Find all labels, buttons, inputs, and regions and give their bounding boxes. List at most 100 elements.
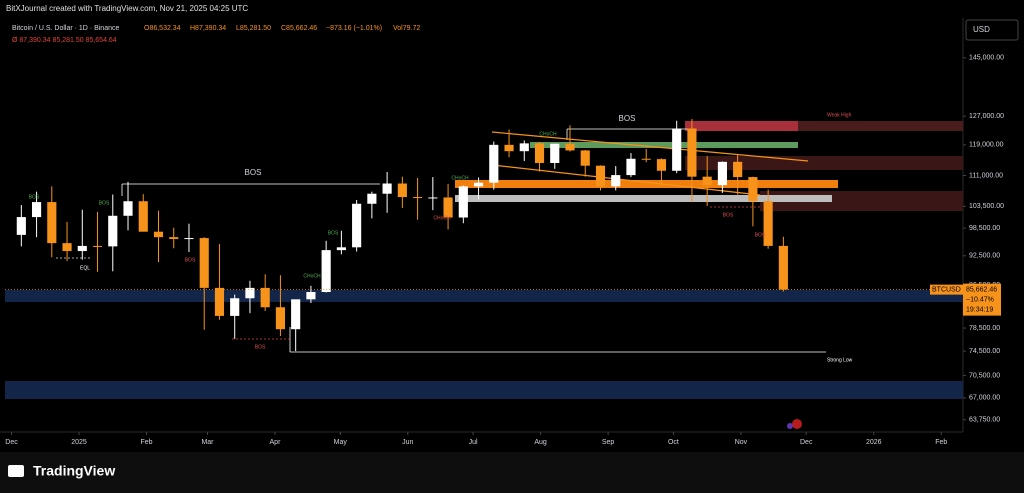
channel-line [491, 164, 761, 196]
candle-body [260, 287, 270, 308]
zones [5, 121, 963, 399]
candle-body [595, 165, 606, 187]
zone [530, 142, 798, 148]
y-tick-label: 74,500.00 [969, 348, 1000, 355]
candle-body [47, 202, 57, 244]
candle-body [199, 238, 209, 288]
footer-bar [0, 452, 1024, 493]
channel-line [491, 131, 809, 162]
brand: TradingView [33, 463, 115, 479]
annotation: BOS [328, 230, 339, 236]
candle-body [611, 175, 621, 187]
candle-body [138, 201, 148, 232]
symbol: Bitcoin / U.S. Dollar · 1D · Binance [12, 25, 119, 32]
y-tick-label: 103,500.00 [969, 203, 1004, 210]
y-tick-label: 98,500.00 [969, 225, 1000, 232]
event-icon[interactable] [787, 423, 793, 429]
x-tick-label: Sep [602, 439, 615, 446]
header: BitXJournal created with TradingView.com… [6, 4, 420, 44]
credit: BitXJournal created with TradingView.com… [6, 4, 248, 13]
candle-body [352, 203, 362, 248]
x-tick-label: Jul [469, 439, 478, 446]
candle-body [16, 217, 26, 235]
y-tick-label: 111,000.00 [969, 172, 1003, 179]
candle-body [214, 287, 225, 316]
annotation: BOS [723, 212, 734, 218]
candle-body [62, 243, 72, 252]
indicator: Ø 87,390.34 85,281.50 85,654.64 [12, 37, 117, 44]
price-countdown: 19:34:19 [966, 306, 993, 313]
annotation: BOS [619, 114, 636, 123]
y-tick-label: 78,500.00 [969, 325, 1000, 332]
annotation: CHoCH [433, 215, 451, 221]
candles [5, 118, 963, 352]
x-tick-label: Dec [800, 439, 813, 446]
candle-body [153, 231, 164, 238]
candle-body [473, 182, 484, 187]
candle-body [702, 176, 712, 186]
candle-body [321, 250, 331, 293]
price-box [963, 283, 1001, 316]
brand-logo [8, 465, 24, 477]
candle-body [717, 161, 727, 186]
candle-body [108, 215, 118, 247]
candle-body [123, 201, 133, 216]
y-tick-label: 92,500.00 [969, 253, 1000, 260]
candle-body [565, 143, 575, 151]
x-tick-label: Oct [668, 439, 679, 446]
candle-body [550, 143, 560, 163]
candle-body [733, 161, 743, 178]
candle-body [382, 183, 392, 194]
candle-body [504, 144, 514, 152]
candle-body [230, 298, 240, 316]
candle-body [443, 197, 453, 218]
y-tick-label: 67,000.00 [969, 395, 1000, 402]
annotation: CHoCH [539, 131, 557, 137]
price-name-box [930, 284, 963, 295]
candle-body [641, 158, 651, 160]
x-tick-label: Apr [270, 439, 282, 446]
ohlc: H87,390.34 [190, 25, 226, 32]
candle-body [413, 197, 423, 199]
annotations: BOS BOS Weak High Strong Low EQL CHoCH C… [29, 112, 853, 363]
ohlc: O86,532.34 [144, 25, 181, 32]
candle-body [92, 245, 103, 247]
event-icon[interactable] [792, 419, 802, 429]
candle-body [458, 186, 468, 218]
candle-body [626, 158, 636, 176]
footer: TradingView [8, 419, 802, 479]
candle-body [275, 307, 285, 330]
x-tick-label: May [334, 439, 348, 446]
candle-body [77, 245, 87, 252]
annotation: BOS [755, 232, 766, 238]
zone [5, 381, 963, 399]
annotation: BOS [99, 200, 110, 206]
candle-body [656, 159, 667, 171]
y-tick-label: 127,000.00 [969, 113, 1004, 120]
candle-body [778, 245, 788, 290]
ohlc: −873.16 (−1.01%) [326, 25, 382, 32]
candle-body [31, 202, 42, 218]
currency-box[interactable] [965, 19, 1019, 41]
zone [455, 195, 832, 202]
candle-body [580, 150, 590, 166]
annotation: CHoCH [303, 273, 321, 279]
zone [455, 180, 838, 188]
candle-body [672, 128, 682, 171]
x-tick-label: Dec [5, 439, 18, 446]
zone [685, 121, 963, 131]
candle-body [291, 299, 301, 330]
currency[interactable]: USD [973, 25, 990, 34]
candle-body [687, 128, 697, 177]
annotation: BOS [245, 168, 262, 177]
annotation: BOS [185, 257, 196, 263]
price-value: 85,662.46 [966, 286, 997, 293]
annotation: EQL [80, 265, 90, 271]
ohlc: C85,662.46 [281, 25, 317, 32]
x-tick-label: Mar [201, 439, 214, 446]
x-tick-label: Feb [140, 439, 152, 446]
y-tick-label: 119,000.00 [969, 142, 1004, 149]
